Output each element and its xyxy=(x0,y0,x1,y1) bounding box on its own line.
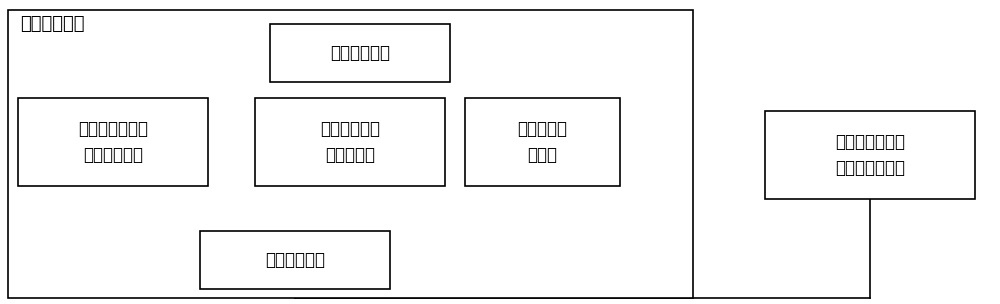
Bar xyxy=(8,10,693,298)
Bar xyxy=(465,98,620,186)
Text: 动态集成装置: 动态集成装置 xyxy=(265,251,325,269)
Text: 距离反平方内
插预报模块: 距离反平方内 插预报模块 xyxy=(320,120,380,164)
Bar xyxy=(765,111,975,199)
Bar xyxy=(200,231,390,289)
Bar xyxy=(18,98,208,186)
Text: 地形复杂度最接
近格点预报装置: 地形复杂度最接 近格点预报装置 xyxy=(835,133,905,177)
Text: 地形高度最接近
格点预报模块: 地形高度最接近 格点预报模块 xyxy=(78,120,148,164)
Text: 综合预报装置: 综合预报装置 xyxy=(20,15,84,33)
Text: 数据采集模块: 数据采集模块 xyxy=(330,44,390,62)
Text: 最近格点预
报模块: 最近格点预 报模块 xyxy=(518,120,568,164)
Bar xyxy=(255,98,445,186)
Bar xyxy=(270,24,450,82)
